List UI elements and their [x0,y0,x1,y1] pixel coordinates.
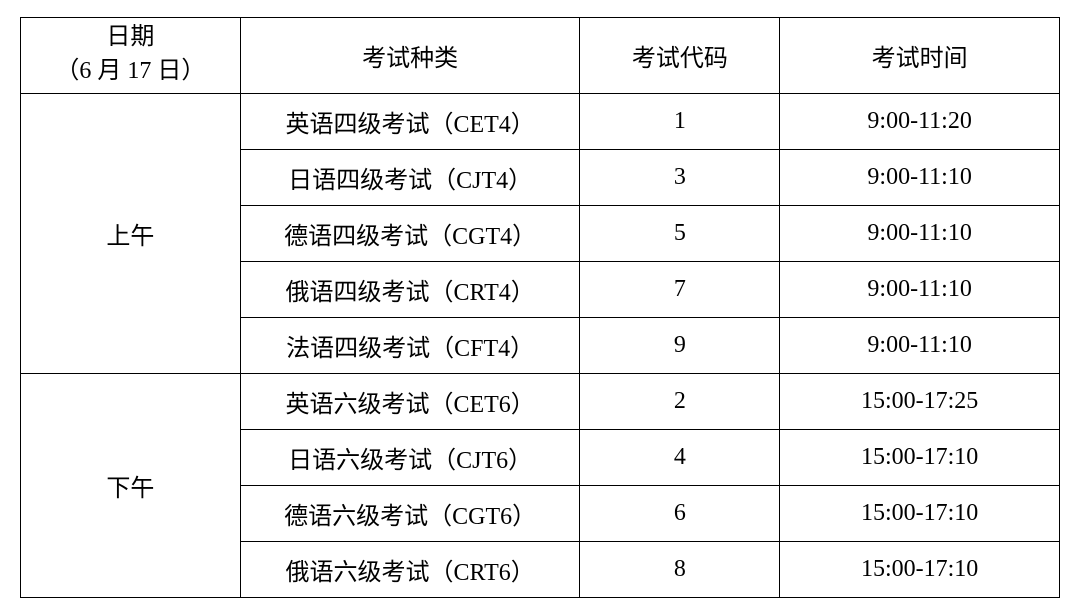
cell-exam-code: 9 [580,317,780,373]
cell-exam-type: 德语六级考试（CGT6） [240,485,580,541]
table-header-row: 日期 （6 月 17 日） 考试种类 考试代码 考试时间 [21,17,1060,93]
cell-exam-code: 8 [580,541,780,597]
session-label-morning: 上午 [21,93,241,373]
header-type: 考试种类 [240,17,580,93]
header-code: 考试代码 [580,17,780,93]
cell-exam-time: 15:00-17:10 [780,485,1060,541]
cell-exam-code: 3 [580,149,780,205]
cell-exam-code: 5 [580,205,780,261]
cell-exam-type: 俄语六级考试（CRT6） [240,541,580,597]
cell-exam-time: 15:00-17:25 [780,373,1060,429]
cell-exam-type: 英语六级考试（CET6） [240,373,580,429]
cell-exam-code: 6 [580,485,780,541]
header-date: 日期 （6 月 17 日） [21,17,241,93]
table-row: 上午 英语四级考试（CET4） 1 9:00-11:20 [21,93,1060,149]
cell-exam-code: 1 [580,93,780,149]
header-date-line2: （6 月 17 日） [21,55,240,89]
cell-exam-type: 德语四级考试（CGT4） [240,205,580,261]
cell-exam-code: 4 [580,429,780,485]
header-time: 考试时间 [780,17,1060,93]
session-label-afternoon: 下午 [21,373,241,597]
cell-exam-type: 日语四级考试（CJT4） [240,149,580,205]
header-date-line1: 日期 [21,21,240,55]
cell-exam-type: 法语四级考试（CFT4） [240,317,580,373]
cell-exam-type: 英语四级考试（CET4） [240,93,580,149]
cell-exam-time: 9:00-11:10 [780,261,1060,317]
cell-exam-time: 9:00-11:20 [780,93,1060,149]
cell-exam-time: 9:00-11:10 [780,317,1060,373]
cell-exam-code: 2 [580,373,780,429]
cell-exam-type: 日语六级考试（CJT6） [240,429,580,485]
cell-exam-time: 9:00-11:10 [780,149,1060,205]
cell-exam-type: 俄语四级考试（CRT4） [240,261,580,317]
cell-exam-code: 7 [580,261,780,317]
table-row: 下午 英语六级考试（CET6） 2 15:00-17:25 [21,373,1060,429]
exam-schedule-table: 日期 （6 月 17 日） 考试种类 考试代码 考试时间 上午 英语四级考试（C… [20,17,1060,598]
cell-exam-time: 15:00-17:10 [780,429,1060,485]
cell-exam-time: 9:00-11:10 [780,205,1060,261]
cell-exam-time: 15:00-17:10 [780,541,1060,597]
